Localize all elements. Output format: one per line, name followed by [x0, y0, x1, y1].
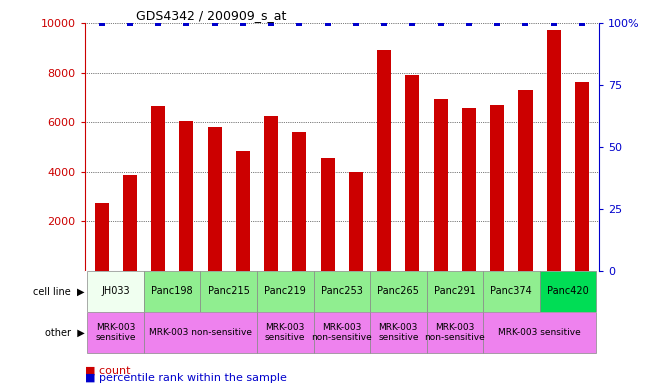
Text: MRK-003
sensitive: MRK-003 sensitive	[378, 323, 419, 343]
Text: MRK-003
non-sensitive: MRK-003 non-sensitive	[424, 323, 485, 343]
Bar	[314, 312, 370, 353]
Bar	[264, 116, 278, 271]
Bar	[483, 271, 540, 312]
Bar	[314, 271, 370, 312]
Bar	[320, 158, 335, 271]
Text: Panc253: Panc253	[321, 286, 363, 296]
Text: GDS4342 / 200909_s_at: GDS4342 / 200909_s_at	[136, 9, 286, 22]
Text: JH033: JH033	[102, 286, 130, 296]
Bar	[87, 312, 144, 353]
Bar	[208, 127, 222, 271]
Bar	[406, 75, 419, 271]
Bar	[575, 83, 589, 271]
Text: Panc219: Panc219	[264, 286, 306, 296]
Bar	[483, 312, 596, 353]
Text: MRK-003
non-sensitive: MRK-003 non-sensitive	[311, 323, 372, 343]
Bar	[144, 271, 201, 312]
Bar	[123, 175, 137, 271]
Bar	[236, 151, 250, 271]
Bar	[540, 271, 596, 312]
Text: Panc265: Panc265	[378, 286, 419, 296]
Bar	[179, 121, 193, 271]
Text: MRK-003
sensitive: MRK-003 sensitive	[96, 323, 136, 343]
Text: MRK-003 non-sensitive: MRK-003 non-sensitive	[149, 328, 252, 337]
Bar	[518, 90, 533, 271]
Text: MRK-003
sensitive: MRK-003 sensitive	[265, 323, 305, 343]
Bar	[292, 132, 307, 271]
Text: Panc291: Panc291	[434, 286, 476, 296]
Bar	[462, 109, 476, 271]
Bar	[377, 50, 391, 271]
Bar	[370, 312, 426, 353]
Bar	[547, 30, 561, 271]
Bar	[144, 312, 257, 353]
Text: Panc374: Panc374	[490, 286, 533, 296]
Text: cell line  ▶: cell line ▶	[33, 286, 85, 296]
Text: ■ percentile rank within the sample: ■ percentile rank within the sample	[85, 373, 286, 383]
Text: Panc215: Panc215	[208, 286, 250, 296]
Text: Panc420: Panc420	[547, 286, 589, 296]
Text: ■ count: ■ count	[85, 365, 130, 375]
Bar	[94, 203, 109, 271]
Text: other  ▶: other ▶	[45, 328, 85, 338]
Text: Panc198: Panc198	[152, 286, 193, 296]
Bar	[370, 271, 426, 312]
Bar	[349, 172, 363, 271]
Bar	[87, 271, 144, 312]
Bar	[201, 271, 257, 312]
Bar	[426, 312, 483, 353]
Bar	[434, 99, 448, 271]
Text: MRK-003 sensitive: MRK-003 sensitive	[498, 328, 581, 337]
Bar	[151, 106, 165, 271]
Bar	[426, 271, 483, 312]
Bar	[257, 312, 314, 353]
Bar	[490, 105, 505, 271]
Bar	[257, 271, 314, 312]
